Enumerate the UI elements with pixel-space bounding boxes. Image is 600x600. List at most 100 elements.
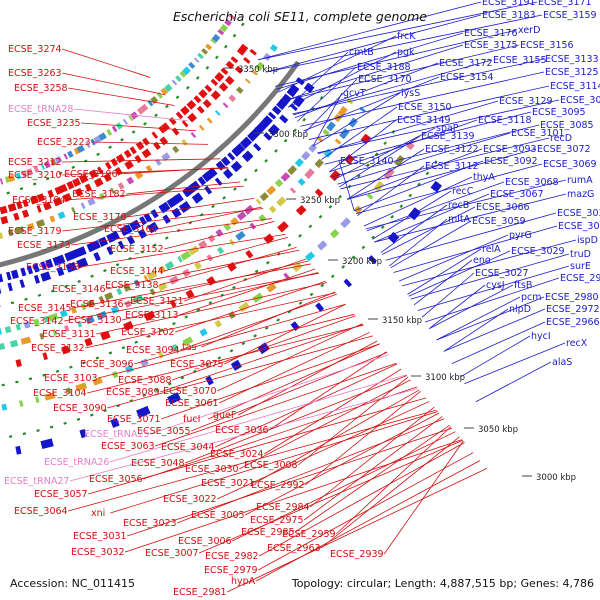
forward-gene-arrow <box>106 246 114 256</box>
reverse-gene-label: ECSE_2975 <box>250 515 304 526</box>
forward-gene-arrow <box>137 228 148 239</box>
cog-color-block <box>52 329 57 336</box>
forward-gene-label: ECSE_2966 <box>546 317 600 328</box>
forward-gene-label: thyA <box>473 172 495 183</box>
cog-color-block <box>259 192 269 202</box>
reverse-gene-arrow <box>135 141 145 151</box>
forward-gene-arrow <box>276 99 288 111</box>
cog-color-block <box>15 172 22 180</box>
reverse-gene-label: ECSE_3061 <box>165 398 219 409</box>
forward-gene-leader <box>475 361 552 403</box>
reverse-gene-leader <box>125 439 463 553</box>
reverse-gene-label: ECSE_3023 <box>123 518 177 529</box>
forward-gene-arrow <box>10 269 19 279</box>
forward-gene-leader <box>436 296 545 341</box>
forward-gene-arrow <box>220 156 231 167</box>
forward-gene-leader <box>321 106 398 160</box>
forward-gene-leader <box>380 204 448 253</box>
forward-gene-label: ECSE_3176 <box>464 28 518 39</box>
forward-gene-label: ECSE_3171 <box>538 0 592 8</box>
reverse-gene-leader <box>62 48 151 78</box>
cog-color-block <box>7 229 14 237</box>
reverse-gene-leader <box>127 198 255 218</box>
forward-gene-arrow <box>119 226 128 237</box>
forward-gene-leader <box>374 193 490 243</box>
cog-color-block <box>57 211 66 220</box>
reverse-gene-leader <box>126 181 241 195</box>
reverse-gene-leader <box>124 260 309 305</box>
forward-gene-label: ECSE_2989 <box>560 273 600 284</box>
cog-color-block <box>150 96 159 105</box>
reverse-gene-leader <box>219 331 370 404</box>
cog-color-block <box>161 152 171 162</box>
cog-color-block <box>145 164 153 173</box>
forward-gene-leader <box>293 59 493 116</box>
cog-color-block <box>126 176 135 185</box>
cog-color-block <box>67 150 74 158</box>
cog-color-block <box>317 240 328 251</box>
forward-gene-arrow <box>110 417 120 428</box>
forward-gene-leader <box>346 148 425 200</box>
cog-color-block <box>25 168 34 176</box>
reverse-gene-leader <box>87 324 364 394</box>
forward-gene-arrow <box>55 254 66 265</box>
reverse-gene-label: ECSE_2982 <box>205 551 259 562</box>
forward-gene-arrow <box>260 115 273 128</box>
forward-gene-leader <box>265 14 543 73</box>
cog-color-block <box>92 376 103 386</box>
cog-color-block <box>23 321 31 329</box>
cog-color-block <box>210 38 217 44</box>
reverse-gene-leader <box>80 234 286 268</box>
ring-dots-inside <box>0 160 438 440</box>
reverse-gene-label: ECSE_3210 <box>8 170 62 181</box>
cog-color-block <box>235 230 246 241</box>
cog-color-block <box>128 115 134 122</box>
forward-gene-arrow <box>241 150 254 163</box>
reverse-gene-label: ECSE_3212 <box>8 157 62 168</box>
cog-color-block <box>7 174 16 183</box>
reverse-gene-label: ECSE_2984 <box>256 502 310 513</box>
forward-gene-arrow <box>79 428 87 439</box>
forward-gene-arrow <box>172 192 184 204</box>
reverse-gene-leader <box>259 442 465 557</box>
reverse-gene-arrow <box>123 149 132 159</box>
reverse-gene-leader <box>66 185 244 201</box>
reverse-gene-arrow <box>141 148 152 159</box>
genome-backbone <box>0 60 301 268</box>
cog-color-block <box>230 217 239 226</box>
forward-gene-leader <box>436 296 521 341</box>
reverse-gene-label: ECSE_2963 <box>267 543 321 554</box>
cog-color-block <box>85 141 91 149</box>
reverse-gene-arrow <box>54 186 62 195</box>
forward-gene-arrow <box>56 266 65 277</box>
cog-color-block <box>160 87 168 96</box>
cog-color-block <box>283 272 290 280</box>
reverse-gene-arrow <box>7 203 17 212</box>
reverse-gene-arrow <box>234 65 244 74</box>
cog-color-block <box>190 132 197 139</box>
forward-gene-leader <box>292 58 545 115</box>
forward-gene-label: xerD <box>518 25 540 36</box>
cog-color-block <box>64 325 70 332</box>
reverse-gene-leader <box>199 439 463 554</box>
forward-gene-arrow <box>76 246 87 257</box>
reverse-gene-arrow <box>0 215 9 225</box>
forward-gene-arrow <box>40 438 54 449</box>
reverse-gene-leader <box>68 87 175 106</box>
cog-color-block <box>280 172 291 182</box>
forward-gene-arrow <box>15 445 22 455</box>
reverse-gene-label: ECSE_3223 <box>37 137 91 148</box>
reverse-gene-leader <box>217 323 363 392</box>
forward-gene-leader <box>312 92 401 147</box>
forward-gene-leader <box>408 250 511 297</box>
forward-gene-label: ECSE_3101 <box>511 128 565 139</box>
forward-gene-label: ECSE_3133 <box>545 54 599 65</box>
cog-color-block <box>33 165 40 173</box>
cog-color-block <box>359 106 366 113</box>
cog-color-block <box>301 150 311 161</box>
reverse-gene-label: ECSE_3055 <box>137 426 191 437</box>
reverse-gene-leader <box>88 397 427 495</box>
cog-color-block <box>292 262 303 273</box>
cog-color-block <box>59 309 68 318</box>
forward-gene-arrow <box>6 271 12 281</box>
